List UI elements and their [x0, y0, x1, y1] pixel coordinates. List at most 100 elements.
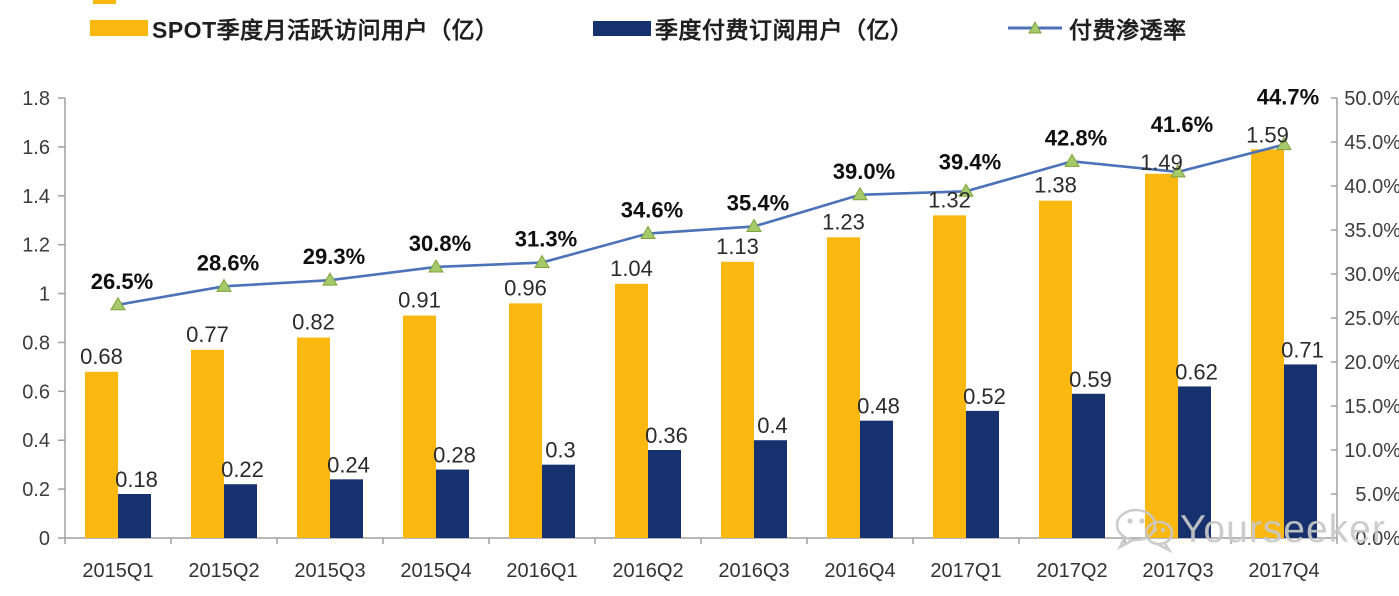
left-axis-tick-label: 0.2	[22, 479, 50, 501]
bar-mau	[297, 337, 330, 538]
x-axis-category-label: 2016Q2	[612, 560, 683, 582]
penetration-percent-label: 42.8%	[1045, 125, 1107, 150]
bar-mau	[191, 349, 224, 538]
right-axis-tick-label: 25.0%	[1344, 308, 1399, 330]
penetration-percent-label: 31.3%	[515, 227, 577, 252]
wechat-icon	[1115, 508, 1174, 554]
bar-subscribers	[1284, 364, 1317, 538]
x-axis-category-label: 2016Q1	[506, 560, 577, 582]
right-axis-tick-label: 30.0%	[1344, 264, 1399, 286]
right-axis-tick-label: 20.0%	[1344, 352, 1399, 374]
bar-mau	[615, 283, 648, 538]
penetration-percent-label: 39.0%	[833, 159, 895, 184]
watermark-text: Yourseeker	[1180, 508, 1386, 551]
subscribers-value-label: 0.22	[221, 457, 264, 482]
x-axis-category-label: 2016Q4	[824, 560, 895, 582]
left-axis-tick-label: 1.8	[22, 88, 50, 110]
bar-subscribers	[754, 440, 787, 538]
penetration-marker	[1170, 163, 1186, 178]
subscribers-value-label: 0.62	[1175, 359, 1218, 384]
penetration-marker	[110, 296, 126, 311]
subscribers-value-label: 0.3	[545, 438, 576, 463]
bar-mau	[1251, 149, 1284, 539]
penetration-marker	[216, 278, 232, 292]
left-axis-tick-label: 1.6	[22, 137, 50, 159]
penetration-percent-label: 29.3%	[303, 244, 365, 269]
bar-mau	[827, 237, 860, 539]
mau-value-label: 1.49	[1140, 150, 1183, 175]
penetration-marker	[746, 218, 762, 232]
x-axis-category-label: 2015Q1	[82, 560, 153, 582]
mau-value-label: 0.96	[504, 275, 547, 300]
right-axis-tick-label: 40.0%	[1344, 176, 1399, 198]
x-axis-category-label: 2017Q3	[1142, 560, 1213, 582]
subscribers-value-label: 0.48	[857, 394, 900, 419]
legend-swatch-mau	[90, 20, 148, 36]
chart-legend: SPOT季度月活跃访问用户（亿） 季度付费订阅用户（亿） 付费渗透率	[0, 0, 1399, 50]
x-axis-category-label: 2015Q2	[188, 560, 259, 582]
penetration-percent-label: 34.6%	[621, 198, 683, 223]
left-axis-tick-label: 1.4	[22, 186, 50, 208]
x-axis-category-label: 2017Q1	[930, 560, 1001, 582]
bar-subscribers	[436, 469, 469, 538]
legend-item-penetration: 付费渗透率	[1007, 14, 1187, 43]
subscribers-value-label: 0.59	[1069, 367, 1112, 392]
penetration-marker	[322, 272, 338, 286]
legend-swatch-subscribers	[593, 20, 651, 36]
subscribers-value-label: 0.24	[327, 452, 370, 477]
bar-subscribers	[966, 410, 999, 538]
subscribers-value-label: 0.71	[1281, 337, 1324, 362]
left-axis-tick-label: 0.4	[22, 430, 50, 452]
left-axis-tick-label: 0.6	[22, 381, 50, 403]
bar-mau	[1145, 173, 1178, 538]
right-axis-tick-label: 5.0%	[1355, 484, 1399, 506]
subscribers-value-label: 0.36	[645, 423, 688, 448]
subscribers-value-label: 0.28	[433, 443, 476, 468]
penetration-percent-label: 26.5%	[91, 269, 153, 294]
x-axis-category-label: 2016Q3	[718, 560, 789, 582]
mau-value-label: 1.23	[822, 209, 865, 234]
mau-value-label: 1.59	[1246, 123, 1289, 148]
bar-subscribers	[224, 484, 257, 538]
bar-mau	[721, 261, 754, 538]
penetration-percent-label: 44.7%	[1257, 85, 1319, 110]
subscribers-value-label: 0.4	[757, 413, 788, 438]
penetration-percent-label: 39.4%	[939, 149, 1001, 174]
subscribers-value-label: 0.18	[115, 467, 158, 492]
bar-mau	[509, 303, 542, 538]
x-axis-category-label: 2015Q3	[294, 560, 365, 582]
mau-value-label: 1.38	[1034, 173, 1077, 198]
penetration-percent-label: 35.4%	[727, 190, 789, 215]
bar-mau	[85, 371, 118, 538]
watermark: Yourseeker	[1112, 505, 1386, 555]
mau-value-label: 1.32	[928, 187, 971, 212]
bar-subscribers	[118, 494, 151, 538]
x-axis-category-label: 2017Q2	[1036, 560, 1107, 582]
legend-item-subscribers: 季度付费订阅用户（亿）	[593, 14, 914, 43]
penetration-marker	[534, 254, 550, 269]
penetration-marker	[1276, 136, 1292, 151]
bar-mau	[933, 215, 966, 539]
bar-subscribers	[1072, 393, 1105, 538]
mau-value-label: 0.91	[398, 288, 441, 313]
left-axis-tick-label: 0.8	[22, 332, 50, 354]
legend-label-penetration: 付费渗透率	[1069, 17, 1187, 43]
bar-subscribers	[330, 479, 363, 538]
right-axis-tick-label: 45.0%	[1344, 132, 1399, 154]
legend-label-mau: SPOT季度月活跃访问用户（亿）	[152, 17, 499, 43]
penetration-percent-label: 30.8%	[409, 231, 471, 256]
bar-mau	[1039, 200, 1072, 538]
line-marker-icon	[1008, 20, 1062, 34]
subscribers-value-label: 0.52	[963, 384, 1006, 409]
left-axis-tick-label: 0	[39, 528, 50, 550]
penetration-marker	[958, 183, 974, 197]
bar-subscribers	[1178, 386, 1211, 538]
penetration-line	[117, 143, 1285, 307]
x-axis-category-label: 2015Q4	[400, 560, 471, 582]
mau-value-label: 1.13	[716, 234, 759, 259]
penetration-marker	[1064, 153, 1080, 167]
right-axis-tick-label: 15.0%	[1344, 396, 1399, 418]
left-axis-tick-label: 1.2	[22, 235, 50, 257]
